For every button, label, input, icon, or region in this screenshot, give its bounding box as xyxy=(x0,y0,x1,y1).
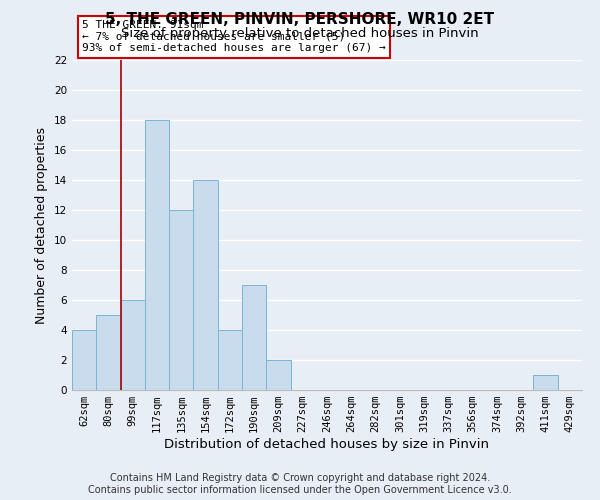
Bar xyxy=(121,300,145,390)
Text: Contains HM Land Registry data © Crown copyright and database right 2024.
Contai: Contains HM Land Registry data © Crown c… xyxy=(88,474,512,495)
Bar xyxy=(266,360,290,390)
Bar xyxy=(218,330,242,390)
Bar xyxy=(96,315,121,390)
Text: 5 THE GREEN: 91sqm
← 7% of detached houses are smaller (5)
93% of semi-detached : 5 THE GREEN: 91sqm ← 7% of detached hous… xyxy=(82,20,386,54)
Bar xyxy=(145,120,169,390)
Y-axis label: Number of detached properties: Number of detached properties xyxy=(35,126,49,324)
Bar xyxy=(193,180,218,390)
Text: Size of property relative to detached houses in Pinvin: Size of property relative to detached ho… xyxy=(121,28,479,40)
Bar xyxy=(242,285,266,390)
Bar xyxy=(533,375,558,390)
Bar xyxy=(72,330,96,390)
Bar xyxy=(169,210,193,390)
X-axis label: Distribution of detached houses by size in Pinvin: Distribution of detached houses by size … xyxy=(164,438,490,451)
Text: 5, THE GREEN, PINVIN, PERSHORE, WR10 2ET: 5, THE GREEN, PINVIN, PERSHORE, WR10 2ET xyxy=(106,12,494,28)
